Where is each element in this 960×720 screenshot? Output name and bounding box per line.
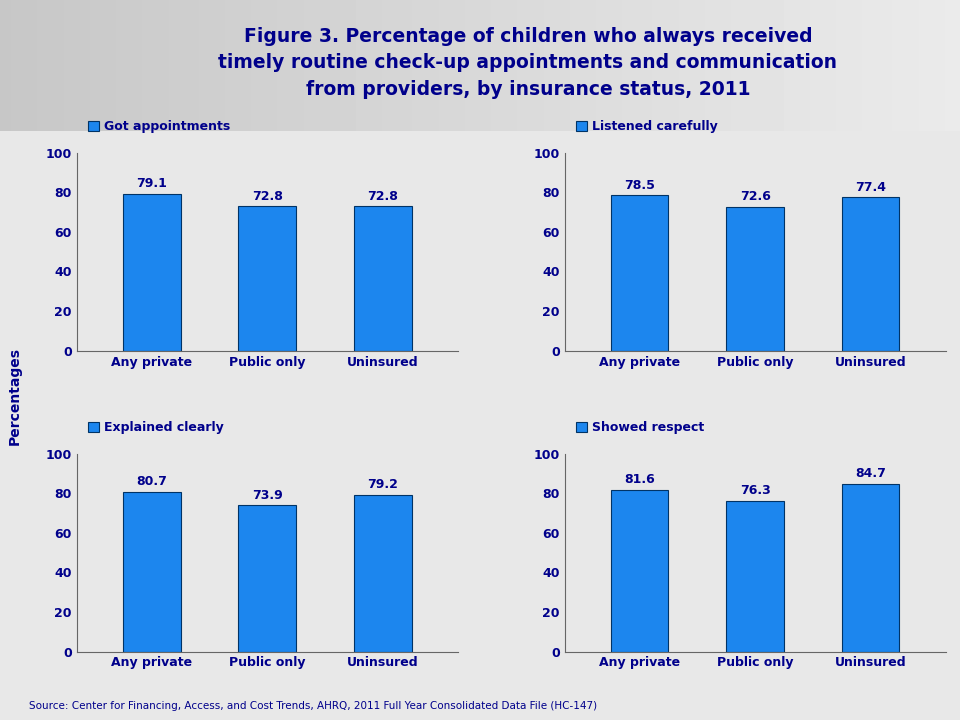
Legend: Showed respect: Showed respect (571, 416, 709, 439)
Bar (123, 194, 180, 351)
Bar (726, 207, 784, 351)
Text: 77.4: 77.4 (855, 181, 886, 194)
Text: Percentages: Percentages (8, 347, 21, 445)
Text: 79.1: 79.1 (136, 177, 167, 191)
Text: 79.2: 79.2 (368, 478, 398, 491)
Bar (611, 195, 668, 351)
Text: 72.8: 72.8 (368, 190, 398, 203)
Bar (354, 495, 412, 652)
Bar (842, 484, 900, 652)
Text: Figure 3. Percentage of children who always received
timely routine check-up app: Figure 3. Percentage of children who alw… (219, 27, 837, 99)
Text: 76.3: 76.3 (740, 484, 771, 497)
Legend: Explained clearly: Explained clearly (84, 416, 229, 439)
Legend: Listened carefully: Listened carefully (571, 115, 723, 138)
Text: 72.6: 72.6 (739, 190, 771, 203)
Text: 72.8: 72.8 (252, 190, 283, 203)
Text: 80.7: 80.7 (136, 475, 167, 488)
Text: 73.9: 73.9 (252, 489, 282, 502)
Bar (611, 490, 668, 652)
Bar (123, 492, 180, 652)
Bar (354, 207, 412, 351)
Text: 78.5: 78.5 (624, 179, 655, 192)
Bar (726, 500, 784, 652)
Bar (238, 505, 297, 652)
Text: 81.6: 81.6 (624, 474, 655, 487)
Text: 84.7: 84.7 (855, 467, 886, 480)
Text: Source: Center for Financing, Access, and Cost Trends, AHRQ, 2011 Full Year Cons: Source: Center for Financing, Access, an… (29, 701, 597, 711)
Bar (842, 197, 900, 351)
Bar (238, 207, 297, 351)
Legend: Got appointments: Got appointments (84, 115, 235, 138)
